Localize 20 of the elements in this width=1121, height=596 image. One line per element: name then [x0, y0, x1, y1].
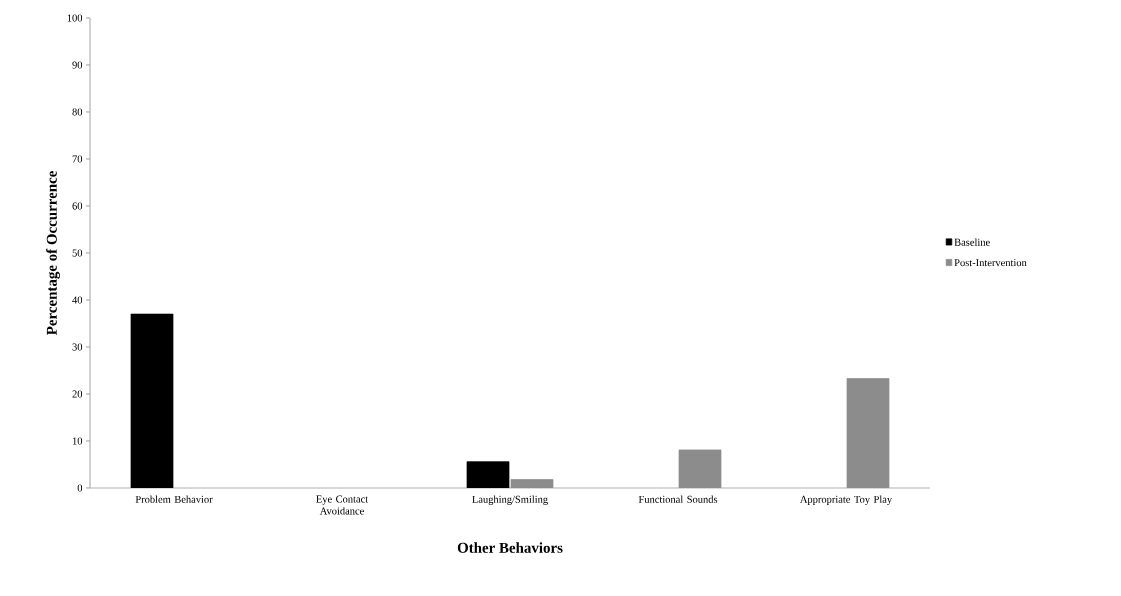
- x-axis-title: Other Behaviors: [457, 542, 563, 553]
- y-tick-label: 70: [72, 155, 83, 163]
- y-tick-label: 100: [67, 14, 83, 22]
- x-tick-label: Laughing/Smiling: [472, 495, 548, 506]
- y-tick-label: 80: [72, 108, 83, 116]
- y-tick-label: 50: [72, 249, 83, 257]
- y-tick-label: 10: [72, 437, 83, 445]
- x-tick-label: Eye Contact Avoidance: [316, 495, 369, 515]
- legend-label: Baseline: [954, 238, 990, 246]
- y-axis-title: Percentage of Occurrence: [46, 171, 60, 336]
- x-tick-label: Functional Sounds: [638, 495, 718, 503]
- y-tick-label: 0: [77, 484, 83, 492]
- y-tick-label: 20: [72, 390, 83, 398]
- legend-label: Post-Intervention: [954, 259, 1027, 267]
- y-tick-label: 40: [72, 296, 83, 304]
- y-tick-label: 30: [72, 343, 83, 351]
- x-tick-label: Appropriate Toy Play: [800, 495, 893, 506]
- y-tick-label: 90: [72, 61, 83, 69]
- y-tick-label: 60: [72, 202, 83, 210]
- x-tick-label: Problem Behavior: [135, 495, 213, 503]
